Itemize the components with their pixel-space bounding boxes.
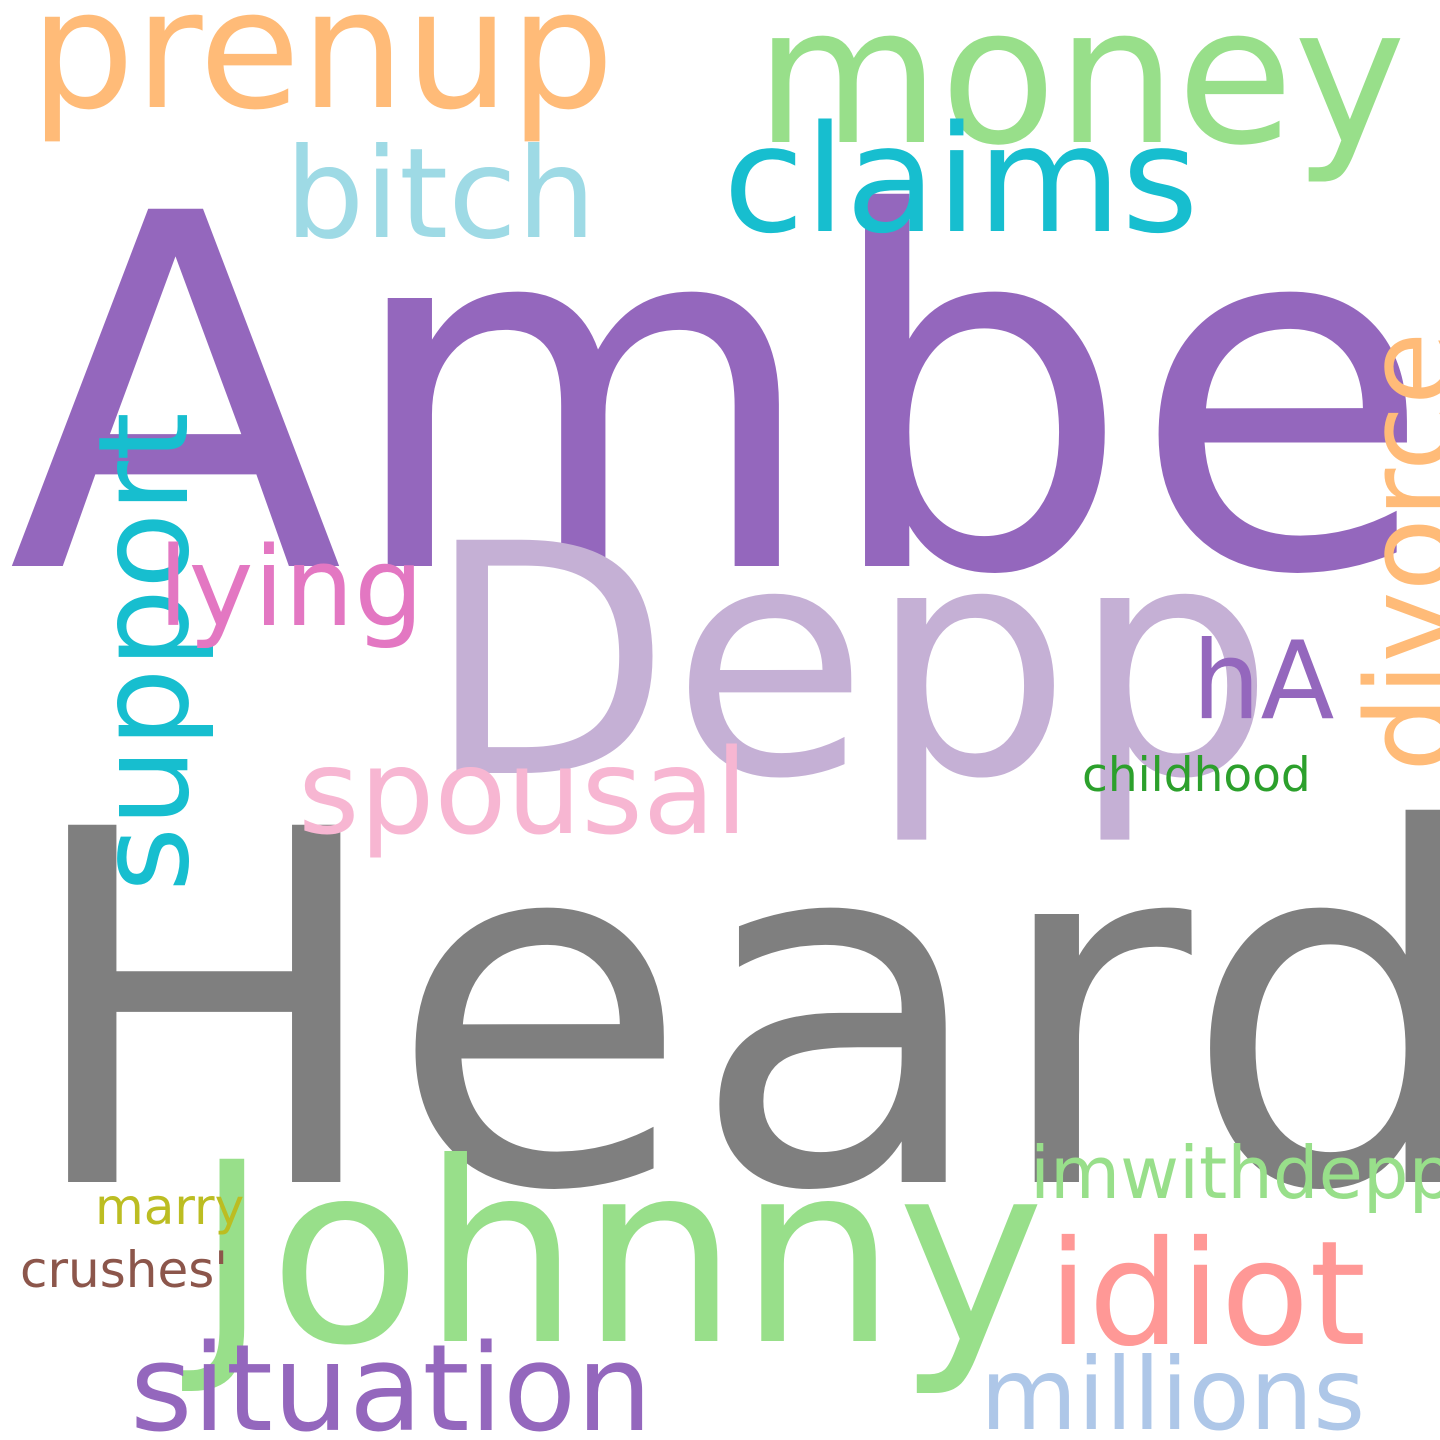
word-crushes: crushes' (20, 1241, 229, 1299)
word-marry: marry (95, 1178, 245, 1236)
word-heard: Heard (20, 727, 1440, 1298)
word-childhood: childhood (1082, 748, 1311, 803)
word-depp: Depp (425, 477, 1275, 849)
word-ha: hA (1192, 619, 1335, 744)
word-imwithdepp: imwithdepp (1030, 1131, 1440, 1215)
word-spousal: spousal (298, 723, 748, 861)
word-lying: lying (158, 523, 424, 651)
word-johnny: Johnny (195, 1109, 1045, 1400)
word-bitch: bitch (285, 122, 597, 267)
word-divorce: divorce (1342, 331, 1440, 772)
word-situation: situation (130, 1320, 653, 1440)
word-support: support (72, 412, 217, 892)
word-claims: claims (723, 94, 1199, 266)
word-idiot: idiot (1048, 1210, 1367, 1379)
word-money: money (755, 0, 1407, 187)
word-millions: millions (980, 1336, 1366, 1440)
word-amber: Amber (8, 111, 1440, 682)
word-prenup: prenup (30, 0, 615, 146)
